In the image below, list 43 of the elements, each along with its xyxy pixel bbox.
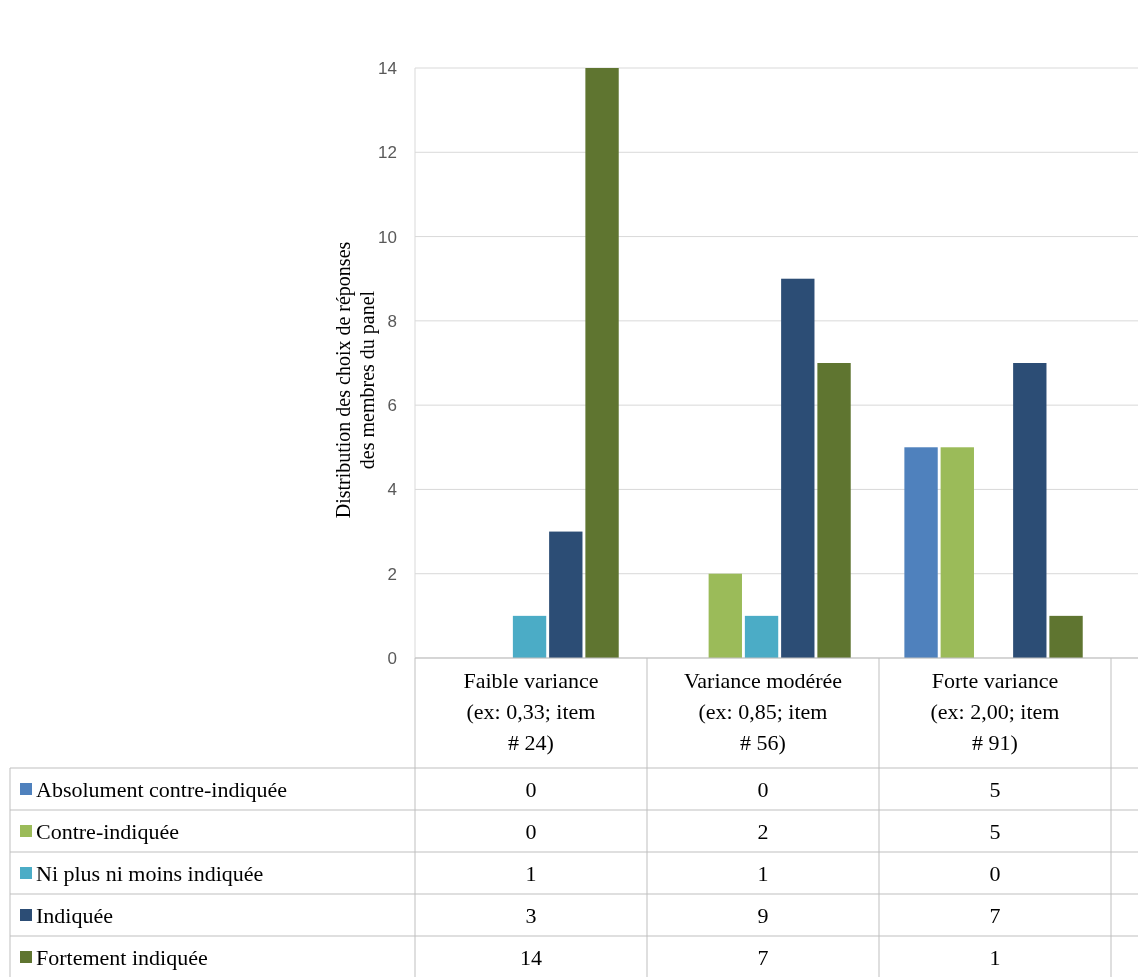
x-tick-label: Faible variance (ex: 0,33; item # 24) (463, 668, 599, 755)
data-label: 3 (525, 902, 537, 928)
data-label: 1 (989, 944, 1001, 970)
data-label: 0 (757, 776, 769, 802)
data-label: 5 (989, 776, 1001, 802)
legend-label: Indiquée (36, 902, 113, 928)
bar (549, 531, 583, 658)
bar (1049, 615, 1083, 658)
y-tick-label: 0 (387, 648, 397, 668)
legend-label: Contre-indiquée (36, 818, 179, 844)
data-label: 0 (525, 776, 537, 802)
y-tick-label: 4 (387, 480, 397, 500)
data-label: 1 (757, 860, 769, 886)
bar (904, 447, 938, 658)
bar (1013, 363, 1047, 658)
data-label: 7 (989, 902, 1001, 928)
data-label: 7 (757, 944, 769, 970)
y-tick-label: 6 (387, 396, 397, 416)
x-tick-label: Forte variance (ex: 2,00; item # 91) (930, 668, 1060, 755)
legend-label: Absolument contre-indiquée (36, 776, 288, 802)
legend-label: Ni plus ni moins indiquée (36, 860, 264, 886)
y-axis-title: Distribution des choix de réponses des membres du panel (332, 241, 379, 519)
y-tick-label: 12 (378, 143, 397, 163)
bar (585, 68, 619, 658)
data-label: 5 (989, 818, 1001, 844)
y-tick-label: 14 (378, 58, 397, 78)
data-label: 0 (989, 860, 1001, 886)
data-label: 1 (525, 860, 537, 886)
data-label: 0 (525, 818, 537, 844)
y-tick-label: 10 (378, 227, 397, 247)
y-tick-label: 2 (387, 564, 397, 584)
x-tick-label: Variance modérée (ex: 0,85; item # 56) (683, 668, 843, 755)
data-label: 9 (757, 902, 769, 928)
bar (940, 447, 974, 658)
bar (781, 278, 815, 658)
data-label: 2 (757, 818, 769, 844)
bar (744, 615, 779, 658)
legend-label: Fortement indiquée (36, 944, 208, 970)
data-label: 14 (520, 944, 542, 970)
bar (817, 363, 851, 658)
bar (708, 573, 742, 658)
bar (512, 615, 547, 658)
y-tick-label: 8 (387, 311, 397, 331)
